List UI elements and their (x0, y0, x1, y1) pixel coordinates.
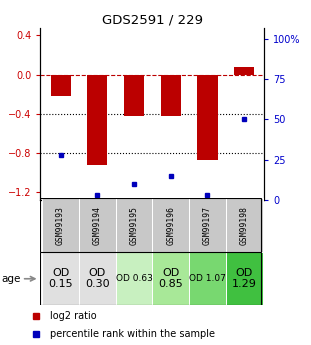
Bar (42, 198, 79, 252)
Text: OD 0.63: OD 0.63 (116, 274, 152, 283)
Text: OD
0.30: OD 0.30 (85, 268, 110, 289)
Text: OD
1.29: OD 1.29 (232, 268, 257, 289)
Text: age: age (2, 274, 21, 284)
Text: log2 ratio: log2 ratio (49, 311, 96, 321)
Text: GSM99198: GSM99198 (240, 206, 249, 245)
Text: GSM99193: GSM99193 (56, 206, 65, 245)
Bar (87, 75, 107, 165)
Bar (189, 252, 226, 305)
Bar (79, 198, 116, 252)
Bar (152, 252, 189, 305)
Bar (152, 198, 189, 252)
Title: GDS2591 / 229: GDS2591 / 229 (102, 13, 203, 27)
Bar (197, 75, 218, 160)
Text: GSM99195: GSM99195 (130, 206, 138, 245)
Bar (42, 252, 79, 305)
Bar (234, 67, 254, 75)
Bar (226, 198, 262, 252)
Bar (226, 252, 262, 305)
Text: OD 1.07: OD 1.07 (189, 274, 226, 283)
Bar (116, 198, 152, 252)
Bar (79, 252, 116, 305)
Bar (161, 75, 181, 116)
Text: GSM99196: GSM99196 (166, 206, 175, 245)
Bar (50, 75, 71, 96)
Text: OD
0.15: OD 0.15 (48, 268, 73, 289)
Text: GSM99194: GSM99194 (93, 206, 102, 245)
Bar (116, 252, 152, 305)
Bar (189, 198, 226, 252)
Bar (124, 75, 144, 116)
Text: OD
0.85: OD 0.85 (158, 268, 183, 289)
Text: percentile rank within the sample: percentile rank within the sample (49, 329, 215, 339)
Text: GSM99197: GSM99197 (203, 206, 212, 245)
